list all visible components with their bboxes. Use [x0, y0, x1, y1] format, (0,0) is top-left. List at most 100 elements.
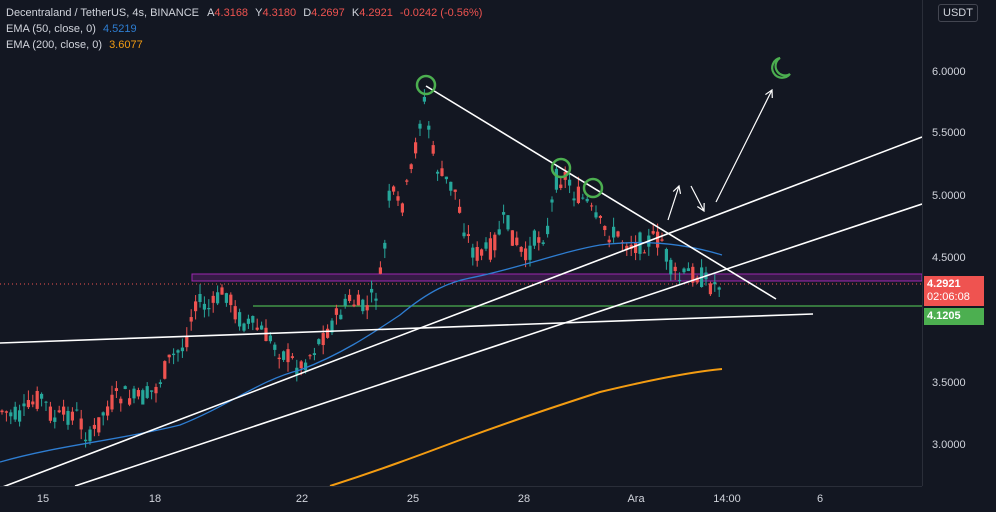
candle-body [141, 390, 145, 405]
candle-body [524, 248, 528, 261]
time-tick: 6 [816, 493, 824, 505]
price-tick: 3.0000 [932, 439, 966, 451]
ema200-line [329, 368, 723, 486]
chart-area[interactable]: Decentraland / TetherUS, 4s, BINANCE A4.… [0, 0, 922, 486]
open-value: 4.3168 [214, 7, 249, 19]
candle-body [678, 279, 682, 281]
candle-body [79, 418, 83, 430]
symbol-title[interactable]: Decentraland / TetherUS, 4s, BINANCE [6, 7, 199, 19]
candle-body [387, 190, 391, 201]
legend-row-ema200[interactable]: EMA (200, close, 0) 3.6077 [6, 37, 482, 53]
candle-body [119, 398, 123, 404]
candle-body [475, 247, 479, 261]
candle-body [550, 199, 554, 203]
candle-body [488, 238, 492, 260]
candle-body [75, 409, 79, 411]
currency-selector[interactable]: USDT [938, 4, 978, 22]
candle-body [348, 294, 352, 302]
candle-body [400, 203, 404, 213]
candle-body [123, 386, 127, 390]
candle-body [110, 394, 114, 410]
candle-body [145, 386, 149, 398]
candle-body [154, 386, 158, 394]
time-axis[interactable]: 15 18 22 25 28 Ara 14:00 6 [0, 486, 922, 512]
candle-body [480, 249, 484, 256]
time-tick: 14:00 [713, 493, 741, 505]
candle-body [62, 406, 66, 415]
price-tick: 4.5000 [932, 252, 966, 264]
candle-body [603, 226, 607, 231]
candle-body [612, 226, 616, 238]
candle-body [339, 314, 343, 320]
candle-body [88, 429, 92, 442]
candle-body [185, 335, 189, 348]
candle-body [541, 242, 545, 244]
ema50-value: 4.5219 [102, 23, 137, 35]
candle-body [334, 308, 338, 315]
candle-body [356, 294, 360, 306]
candle-body [128, 398, 132, 405]
price-axis[interactable]: 6.0000 5.5000 5.0000 4.5000 3.5000 3.000… [922, 0, 996, 486]
peak-circle [550, 157, 572, 179]
candle-body [493, 234, 497, 251]
candle-body [405, 180, 409, 182]
candle-body [361, 299, 365, 312]
price-tick: 5.0000 [932, 190, 966, 202]
candle-body [554, 168, 558, 190]
candle-body [383, 242, 387, 249]
chart-canvas[interactable] [0, 0, 922, 486]
legend-row-symbol: Decentraland / TetherUS, 4s, BINANCE A4.… [6, 5, 482, 21]
support-price-tag: 4.1205 [924, 308, 984, 325]
candle-body [453, 189, 457, 192]
candle-body [53, 417, 57, 422]
time-tick: 22 [295, 493, 309, 505]
time-tick: 25 [406, 493, 420, 505]
candle-body [396, 196, 400, 201]
time-tick: 18 [148, 493, 162, 505]
candle-body [660, 239, 664, 241]
candle-body [172, 353, 176, 356]
time-tick: Ara [627, 493, 645, 505]
candle-body [365, 305, 369, 311]
candle-body [136, 390, 140, 397]
candle-body [9, 412, 13, 417]
high-label: Y [255, 7, 263, 19]
arrow-down-small-head [697, 202, 705, 213]
candle-body [220, 287, 224, 295]
candle-body [255, 327, 259, 330]
candle-body [167, 354, 171, 358]
candle-body [462, 232, 466, 237]
candle-body [330, 320, 334, 333]
candle-body [717, 287, 721, 290]
candle-body [180, 347, 184, 352]
candle-body [48, 406, 52, 421]
candle-body [264, 327, 268, 342]
candle-body [343, 298, 347, 306]
legend-row-ema50[interactable]: EMA (50, close, 0) 4.5219 [6, 21, 482, 37]
low-label: D [303, 7, 312, 19]
candle-body [18, 410, 22, 422]
candle-body [70, 411, 74, 421]
candle-body [436, 171, 440, 174]
candle-body [242, 323, 246, 331]
candle-body [114, 388, 118, 391]
candle-body [581, 197, 585, 199]
candle-body [713, 282, 717, 285]
candle-body [695, 277, 699, 283]
candle-body [312, 353, 316, 356]
candle-body [233, 306, 237, 320]
candle-body [268, 335, 272, 342]
horizontal-trendline [0, 313, 814, 344]
candle-body [97, 417, 101, 433]
candle-body [515, 237, 519, 246]
price-tick: 6.0000 [932, 66, 966, 78]
resistance-zone [191, 273, 922, 282]
candle-body [444, 176, 448, 180]
candle-body [198, 293, 202, 303]
candle-body [22, 403, 26, 407]
peak-circle [415, 74, 437, 96]
candle-body [4, 411, 8, 413]
candle-body [84, 439, 88, 442]
candle-body [251, 316, 255, 323]
candle-body [246, 318, 250, 324]
